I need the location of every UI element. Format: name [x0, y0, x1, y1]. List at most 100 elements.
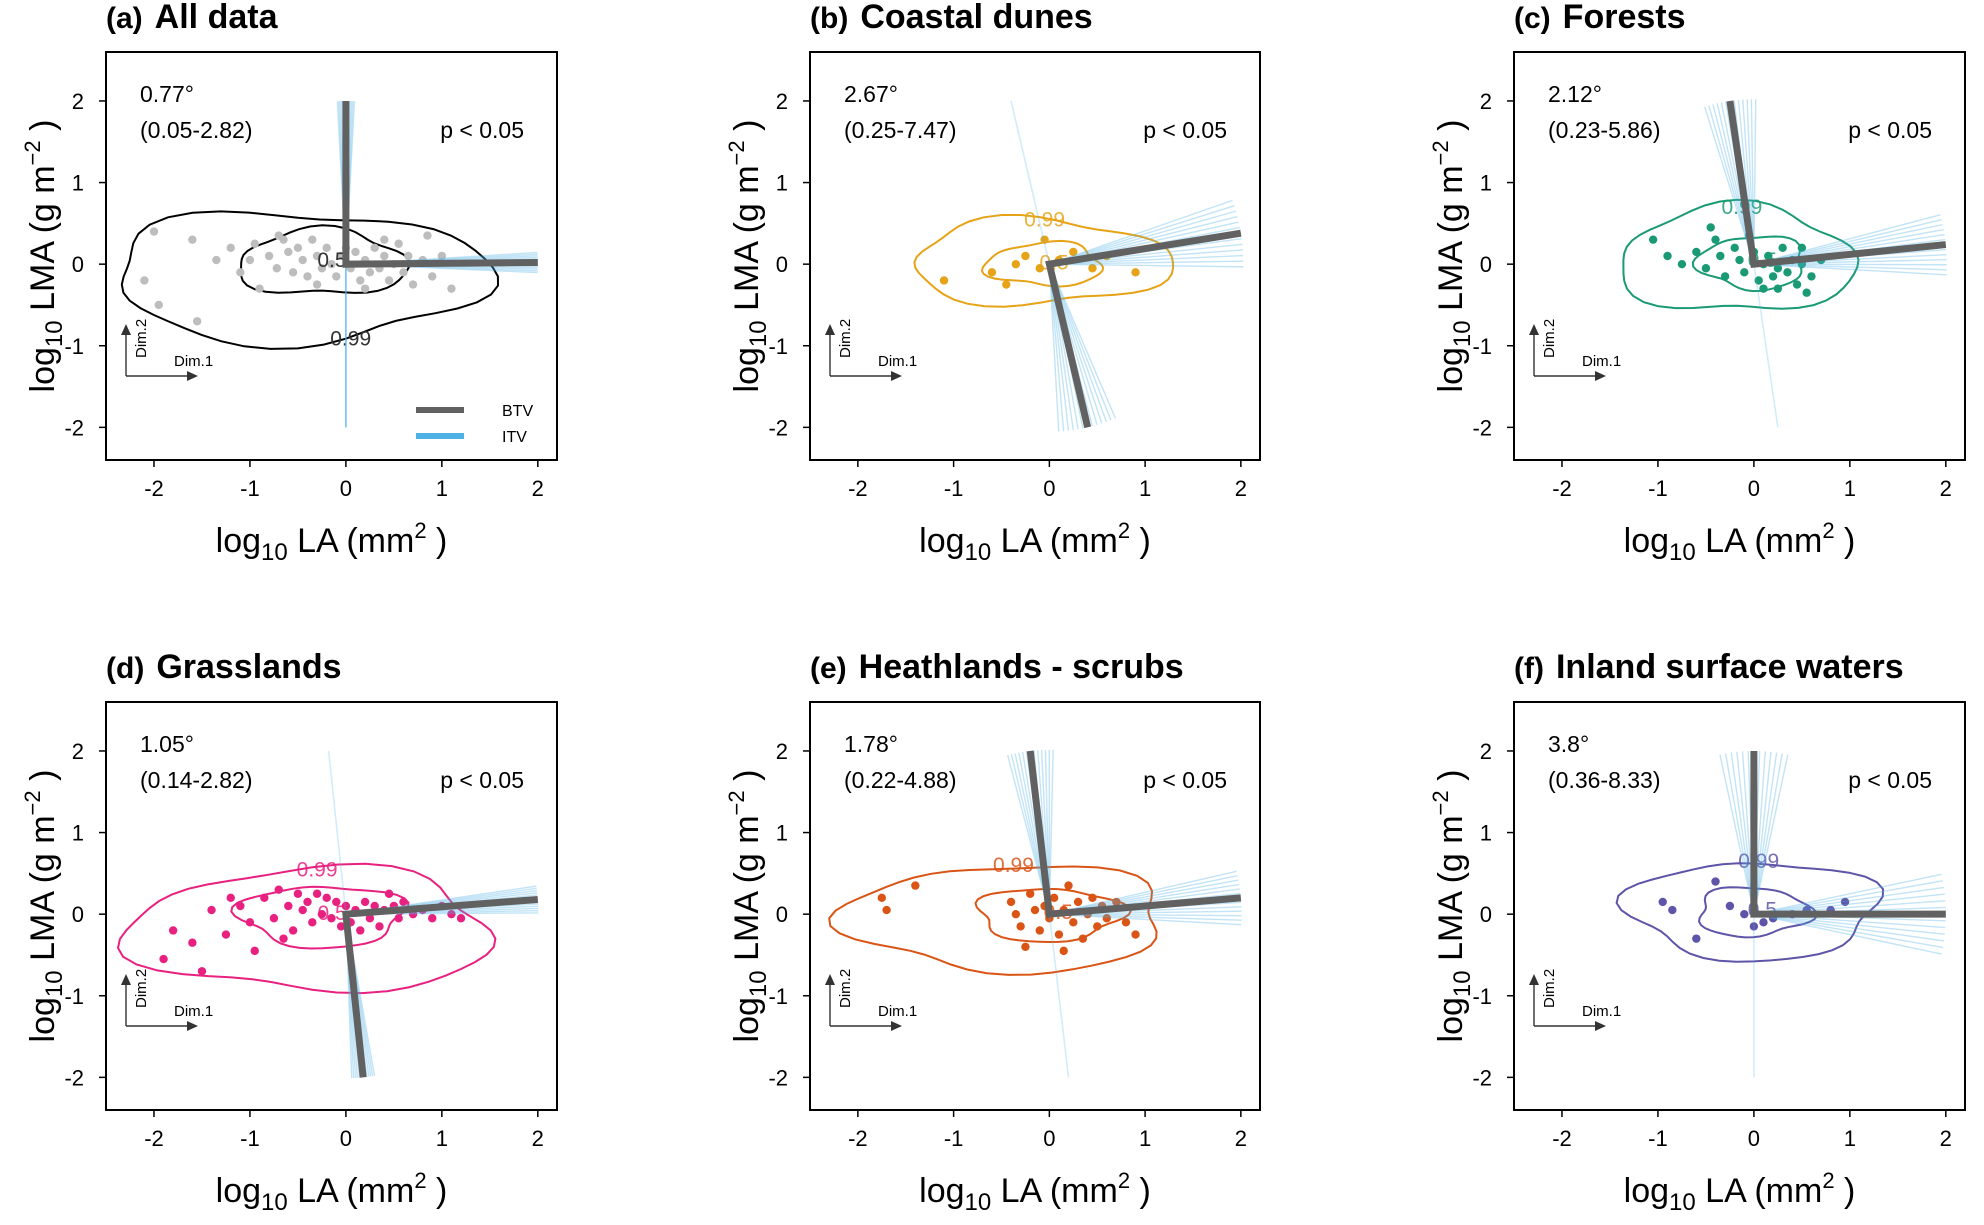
dim2-label: Dim.2 [133, 319, 150, 358]
angle-value: 1.05° [140, 731, 194, 757]
data-point [288, 268, 298, 277]
data-point [1006, 897, 1016, 907]
data-point [322, 243, 331, 253]
dim1-arrowhead [1595, 371, 1606, 381]
data-point [1016, 922, 1025, 931]
data-point [380, 235, 389, 244]
y-axis-label: log10 LMA (g m−2 ) [20, 770, 68, 1043]
x-tick-label: -1 [1648, 1126, 1668, 1151]
contour-label: 0.99 [993, 854, 1034, 877]
data-point [284, 247, 293, 257]
dim1-label: Dim.1 [174, 1003, 213, 1020]
data-point [269, 914, 279, 923]
data-point [1035, 264, 1044, 273]
data-point [1692, 247, 1701, 257]
dim2-arrowhead [1529, 324, 1539, 335]
data-point [255, 284, 264, 293]
y-tick-label: 1 [72, 821, 84, 846]
data-point [236, 901, 245, 911]
p-value: p < 0.05 [1143, 767, 1227, 793]
x-tick-label: 0 [340, 1126, 352, 1151]
data-point [1021, 251, 1030, 261]
dim1-arrowhead [187, 1021, 198, 1031]
data-point [1735, 255, 1744, 265]
data-point [360, 284, 370, 293]
x-tick-label: -1 [240, 476, 260, 501]
data-point [428, 272, 437, 281]
plot-frame [1513, 51, 1966, 461]
data-point [1764, 251, 1773, 261]
data-point [394, 239, 403, 248]
x-tick-label: 2 [1235, 1126, 1247, 1151]
data-point [317, 264, 327, 273]
data-point [370, 243, 379, 253]
data-point [351, 247, 360, 257]
y-tick-label: -1 [1472, 334, 1492, 359]
dim2-label: Dim.2 [837, 319, 854, 358]
data-point [384, 889, 394, 898]
contour-label: 0.99 [1024, 208, 1065, 231]
data-point [1740, 268, 1749, 277]
panel-name: Grasslands [156, 648, 341, 686]
dim2-arrowhead [121, 974, 131, 985]
x-tick-label: 1 [436, 476, 448, 501]
data-point [1749, 922, 1759, 931]
data-point [1030, 905, 1040, 915]
y-tick-label: 2 [72, 739, 84, 764]
x-tick-label: 1 [1139, 476, 1151, 501]
y-tick-label: 2 [1480, 739, 1492, 764]
panel-title: (a) All data [106, 0, 279, 36]
itv-opposite-line [1753, 264, 1779, 428]
x-tick-label: -2 [1552, 1126, 1572, 1151]
y-tick-label: -2 [1472, 415, 1492, 440]
itv-opposite-line [327, 750, 347, 915]
data-point [1797, 243, 1807, 253]
btv-axes [342, 100, 538, 268]
data-point [1658, 897, 1667, 907]
data-point [987, 268, 997, 277]
x-tick-label: -1 [944, 476, 964, 501]
angle-ci: (0.36-8.33) [1548, 767, 1661, 793]
data-point [322, 893, 331, 903]
data-point [365, 268, 375, 277]
legend-itv-label: ITV [502, 429, 527, 446]
p-value: p < 0.05 [1848, 767, 1932, 793]
panel-letter: (d) [106, 652, 144, 685]
x-tick-label: -1 [944, 1126, 964, 1151]
data-point [250, 239, 259, 248]
y-tick-label: -1 [768, 334, 788, 359]
x-axis-label: log10 LA (mm2 ) [1624, 518, 1856, 566]
y-axis-label: log10 LMA (g m−2 ) [724, 120, 772, 393]
data-point [1054, 930, 1064, 939]
panel-name: Inland surface waters [1556, 648, 1904, 686]
panel-letter: (e) [810, 652, 847, 685]
panel-letter: (c) [1514, 2, 1551, 35]
y-tick-label: -1 [768, 984, 788, 1009]
p-value: p < 0.05 [1143, 117, 1227, 143]
x-tick-label: 2 [532, 1126, 544, 1151]
y-tick-label: 2 [776, 89, 788, 114]
dim1-arrowhead [187, 371, 198, 381]
data-point [1112, 897, 1121, 907]
dim1-arrowhead [891, 371, 902, 381]
x-axis-label: log10 LA (mm2 ) [216, 1168, 448, 1216]
data-point [399, 897, 408, 907]
x-tick-label: -2 [848, 1126, 868, 1151]
dim1-label: Dim.1 [878, 1003, 917, 1020]
x-axis-label: log10 LA (mm2 ) [919, 518, 1151, 566]
y-axis-label: log10 LMA (g m−2 ) [724, 770, 772, 1043]
y-axis-label: log10 LMA (g m−2 ) [1428, 770, 1476, 1043]
data-point [1701, 264, 1711, 273]
panel-a: (a) All data 0.5 0.99 -2 -1 0 1 2 -2 -1 0 1 2 log10 LA… [20, 0, 558, 566]
data-point [1131, 268, 1140, 277]
data-point [1725, 901, 1735, 911]
data-point [245, 918, 255, 927]
panel-title: (c) Forests [1514, 0, 1686, 36]
dim2-label: Dim.2 [133, 969, 150, 1008]
data-point [1131, 930, 1140, 939]
x-tick-label: 2 [1940, 1126, 1952, 1151]
angle-value: 0.77° [140, 81, 194, 107]
contour-label: 0.5 [317, 249, 346, 272]
data-point [1730, 243, 1739, 253]
